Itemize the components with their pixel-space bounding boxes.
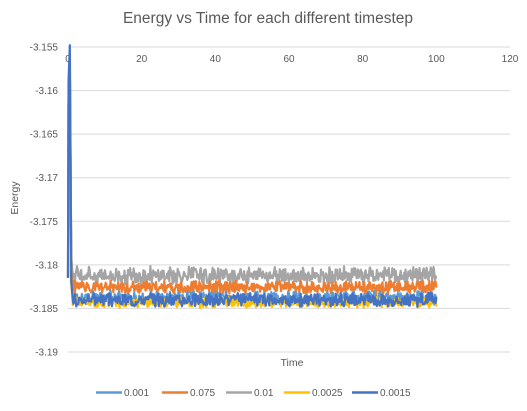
x-tick-label: 20 [136,54,148,65]
y-tick-label: -3.18 [35,260,58,271]
y-tick-label: -3.19 [35,348,58,359]
x-tick-label: 120 [502,54,519,65]
legend-label: 0.0015 [380,388,411,399]
legend-label: 0.0025 [312,388,343,399]
series-line-0.0015 [66,44,438,308]
y-tick-label: -3.175 [30,217,59,228]
series-line-0.075 [66,67,438,296]
legend: 0.001 0.075 0.01 0.0025 0.0015 [96,388,411,399]
y-tick-label: -3.185 [30,304,59,315]
y-tick-labels: -3.155 -3.16 -3.165 -3.17 -3.175 -3.18 -3.185 -… [30,43,59,359]
series-line-0.01 [66,67,438,286]
chart-title: Energy vs Time for each different timest… [123,10,413,27]
y-tick-label: -3.165 [30,130,59,141]
legend-label: 0.001 [124,388,149,399]
y-tick-label: -3.17 [35,173,58,184]
x-tick-label: 100 [428,54,445,65]
series-lines [66,44,438,310]
legend-label: 0.01 [254,388,274,399]
legend-label: 0.075 [190,388,215,399]
y-tick-label: -3.16 [35,86,58,97]
x-tick-label: 80 [357,54,369,65]
y-axis-title: Energy [9,181,21,215]
x-tick-label: 40 [210,54,222,65]
y-tick-label: -3.155 [30,43,59,54]
x-axis-title: Time [281,357,304,369]
grid-lines [68,46,510,353]
x-tick-label: 60 [283,54,295,65]
